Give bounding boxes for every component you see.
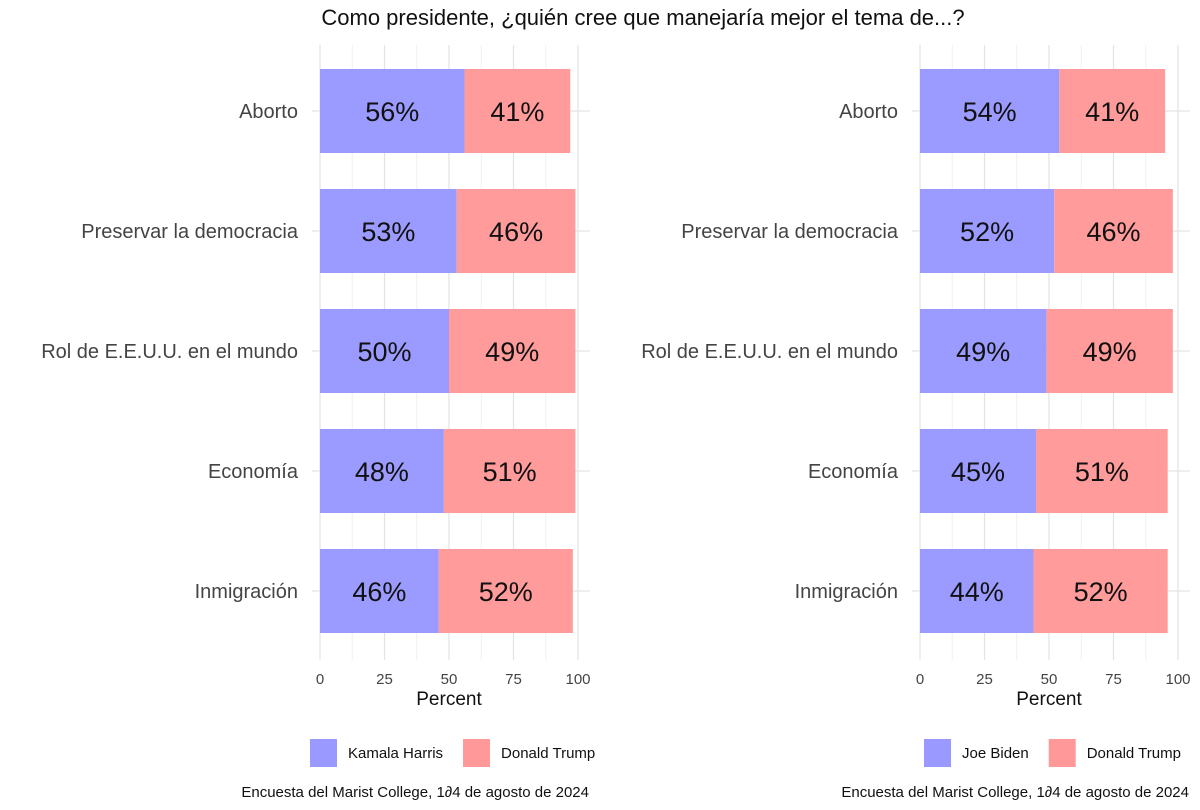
bar-blue [320, 189, 457, 273]
bar-value-label: 52% [1074, 577, 1128, 607]
bar-value-label: 44% [950, 577, 1004, 607]
bar-red [1036, 429, 1168, 513]
bar-blue [920, 309, 1047, 393]
bar-value-label: 52% [479, 577, 533, 607]
legend: Kamala Harris Donald Trump [310, 739, 595, 767]
x-tick-label: 100 [1165, 671, 1190, 688]
bar-value-label: 54% [963, 97, 1017, 127]
legend-swatch [463, 739, 491, 767]
bar-blue [920, 69, 1060, 153]
bar-value-label: 46% [1086, 217, 1140, 247]
chart-panel-2: Aborto 54% 41% Preservar la democracia 52% 46… [641, 45, 1191, 801]
legend-label: Donald Trump [501, 745, 595, 762]
category-label: Preservar la democracia [681, 221, 899, 243]
x-tick-label: 50 [441, 671, 458, 688]
bar-red [464, 69, 571, 153]
bar-value-label: 46% [352, 577, 406, 607]
bar-blue [920, 549, 1034, 633]
bar-red [1046, 309, 1173, 393]
bar-blue [320, 69, 465, 153]
bar-value-label: 52% [960, 217, 1014, 247]
category-label: Aborto [239, 101, 298, 123]
chart-panel-1: Aborto 56% 41% Preservar la democracia 53% 46… [41, 45, 595, 801]
legend-swatch [924, 739, 951, 767]
bar-value-label: 45% [951, 457, 1005, 487]
bar-red [443, 429, 576, 513]
bar-value-label: 46% [489, 217, 543, 247]
category-label: Preservar la democracia [81, 221, 299, 243]
bar-red [456, 189, 576, 273]
x-tick-label: 25 [976, 671, 993, 688]
x-tick-label: 75 [1105, 671, 1122, 688]
category-label: Economía [808, 461, 899, 483]
bar-value-label: 53% [361, 217, 415, 247]
bar-blue [920, 189, 1055, 273]
bar-red [1054, 189, 1173, 273]
legend-swatch [1048, 739, 1076, 767]
bar-red [1059, 69, 1166, 153]
category-label: Rol de E.E.U.U. en el mundo [641, 341, 898, 363]
category-label: Aborto [839, 101, 898, 123]
x-tick-label: 75 [505, 671, 522, 688]
x-axis-title: Percent [1016, 689, 1082, 710]
bar-value-label: 51% [1075, 457, 1129, 487]
bar-value-label: 56% [365, 97, 419, 127]
bar-value-label: 49% [485, 337, 539, 367]
legend-label: Donald Trump [1087, 745, 1181, 762]
bar-blue [320, 549, 439, 633]
bar-blue [320, 309, 449, 393]
bar-red [438, 549, 573, 633]
bar-blue [920, 429, 1037, 513]
x-tick-label: 100 [565, 671, 590, 688]
caption: Encuesta del Marist College, 1∂4 de agos… [241, 784, 589, 801]
legend-swatch [310, 739, 337, 767]
x-tick-label: 25 [376, 671, 393, 688]
category-label: Economía [208, 461, 299, 483]
x-tick-label: 0 [916, 671, 924, 688]
bar-value-label: 51% [483, 457, 537, 487]
category-label: Inmigración [795, 581, 898, 603]
bar-value-label: 48% [355, 457, 409, 487]
legend-label: Joe Biden [962, 745, 1029, 762]
x-tick-label: 50 [1041, 671, 1058, 688]
bar-value-label: 49% [956, 337, 1010, 367]
chart-title: Como presidente, ¿quién cree que manejar… [321, 5, 964, 30]
bar-value-label: 41% [490, 97, 544, 127]
bar-blue [320, 429, 444, 513]
bar-value-label: 49% [1083, 337, 1137, 367]
category-label: Inmigración [195, 581, 298, 603]
x-tick-label: 0 [316, 671, 324, 688]
bar-red [1033, 549, 1168, 633]
bar-value-label: 50% [357, 337, 411, 367]
legend-label: Kamala Harris [348, 745, 443, 762]
legend: Joe Biden Donald Trump [924, 739, 1181, 767]
bar-red [449, 309, 576, 393]
category-label: Rol de E.E.U.U. en el mundo [41, 341, 298, 363]
x-axis-title: Percent [416, 689, 482, 710]
caption: Encuesta del Marist College, 1∂4 de agos… [841, 784, 1189, 801]
bar-value-label: 41% [1085, 97, 1139, 127]
